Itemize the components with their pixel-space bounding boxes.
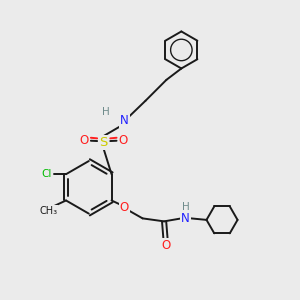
Text: O: O — [118, 134, 128, 147]
Text: CH₃: CH₃ — [39, 206, 57, 216]
Text: O: O — [80, 134, 89, 147]
Text: O: O — [161, 239, 170, 252]
Text: H: H — [102, 107, 110, 117]
Text: H: H — [182, 202, 190, 212]
Text: S: S — [100, 136, 108, 149]
Text: N: N — [120, 114, 129, 127]
Text: N: N — [181, 212, 190, 225]
Text: O: O — [119, 201, 129, 214]
Text: Cl: Cl — [41, 169, 52, 179]
